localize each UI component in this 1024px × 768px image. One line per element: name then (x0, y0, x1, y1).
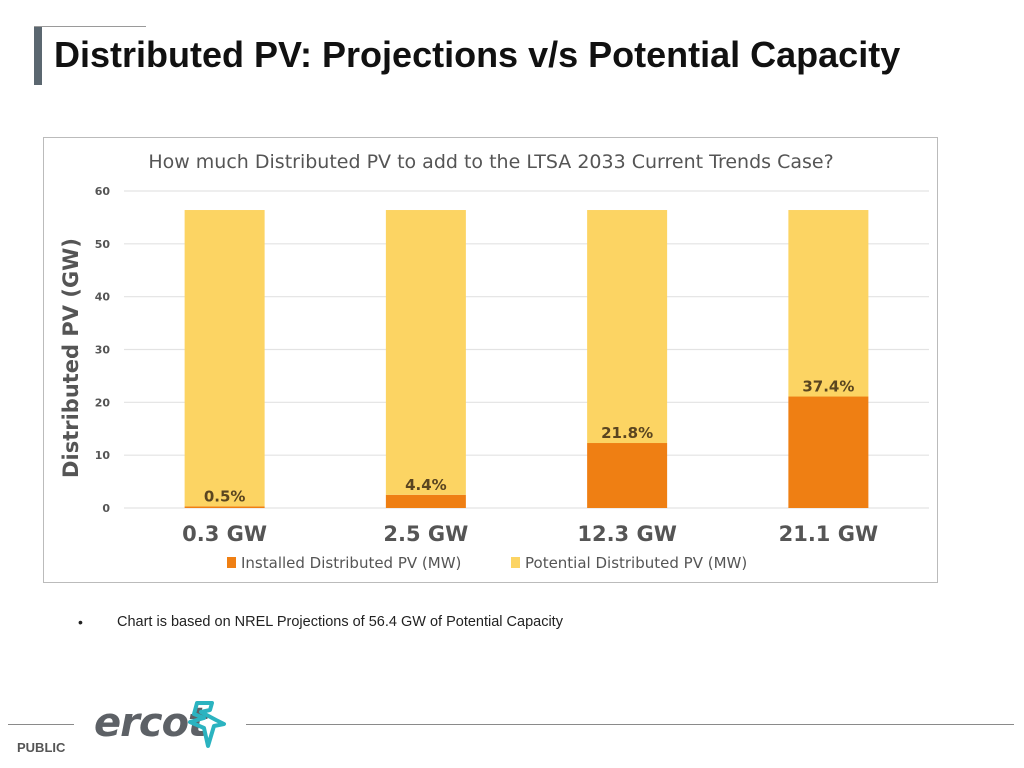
bar-installed (184, 506, 265, 508)
x-tick-label: 12.3 GW (577, 522, 677, 546)
y-tick-label: 30 (95, 344, 111, 357)
y-tick-label: 10 (95, 449, 111, 462)
legend-swatch (511, 557, 520, 568)
data-label: 21.8% (601, 424, 653, 442)
chart-title: How much Distributed PV to add to the LT… (148, 151, 833, 173)
stacked-bar-chart: How much Distributed PV to add to the LT… (59, 151, 929, 572)
bar-potential (385, 210, 466, 495)
slide-title: Distributed PV: Projections v/s Potentia… (54, 34, 901, 75)
bar-installed (385, 494, 466, 508)
footer-rule-right (246, 724, 1014, 725)
x-tick-label: 2.5 GW (383, 522, 468, 546)
classification-label: PUBLIC (17, 740, 66, 755)
bar-potential (184, 210, 265, 507)
chart-note: Chart is based on NREL Projections of 56… (117, 614, 563, 630)
legend-label: Potential Distributed PV (MW) (525, 554, 747, 572)
x-tick-label: 0.3 GW (182, 522, 267, 546)
title-top-rule (34, 26, 146, 27)
data-label: 0.5% (204, 487, 246, 505)
y-tick-label: 40 (95, 291, 111, 304)
footer-rule-left (8, 724, 74, 725)
bar-installed (788, 396, 869, 508)
bar-potential (587, 210, 668, 444)
data-label: 37.4% (802, 378, 854, 396)
ercot-logo: ercot (94, 700, 229, 757)
x-tick-label: 21.1 GW (779, 522, 879, 546)
y-tick-label: 60 (95, 185, 111, 198)
data-label: 4.4% (405, 476, 447, 494)
legend-label: Installed Distributed PV (MW) (241, 554, 461, 572)
bullet-marker: • (78, 614, 83, 630)
title-accent-bar (34, 27, 42, 85)
y-tick-label: 20 (95, 396, 111, 409)
chart-container: How much Distributed PV to add to the LT… (43, 137, 938, 583)
y-axis-label: Distributed PV (GW) (59, 238, 83, 478)
y-tick-label: 0 (102, 502, 110, 515)
bar-installed (587, 443, 668, 508)
bar-potential (788, 210, 869, 397)
y-tick-label: 50 (95, 238, 111, 251)
legend-swatch (227, 557, 236, 568)
